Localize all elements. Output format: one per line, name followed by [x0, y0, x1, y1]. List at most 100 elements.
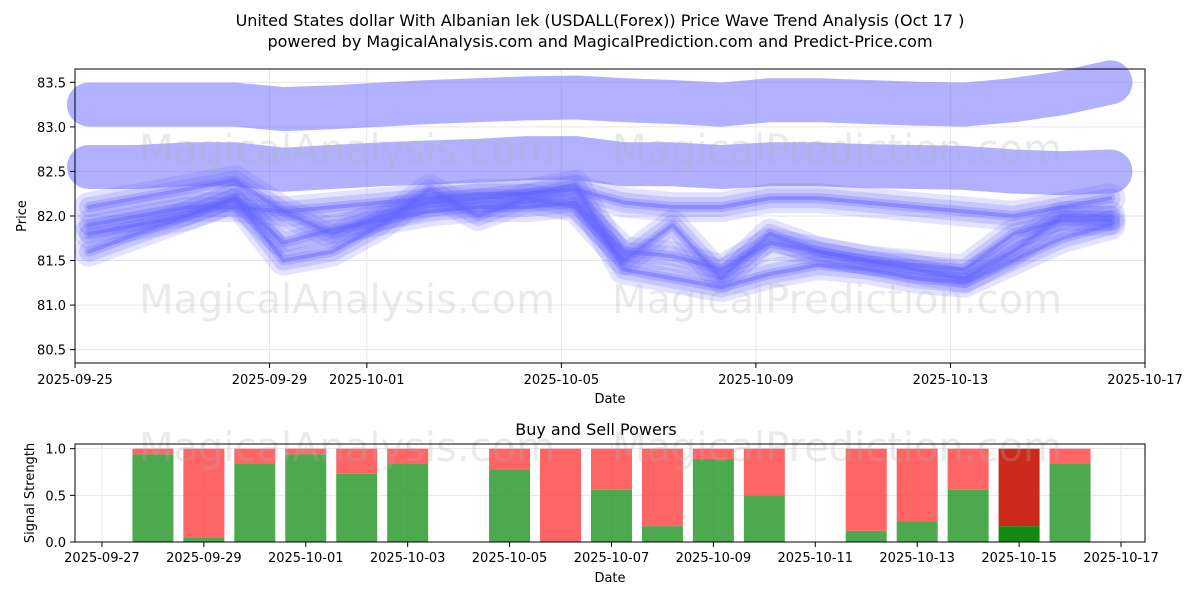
wave-line-4	[79, 188, 1121, 280]
price-y-tick-label: 82.5	[37, 165, 66, 180]
power-y-ticks: 0.0 0.5 1.0	[45, 443, 75, 551]
sell-bar	[234, 448, 276, 464]
power-x-tick-label: 2025-10-09	[676, 551, 752, 566]
wave-line-4	[74, 183, 1126, 285]
sell-bar	[1049, 448, 1091, 464]
buy-bar	[336, 473, 378, 542]
sell-bar	[387, 448, 429, 464]
sell-bar	[336, 448, 378, 474]
price-x-tick-label: 2025-10-09	[718, 373, 794, 388]
wave-line-2	[84, 184, 1116, 284]
price-y-tick-label: 81.5	[37, 255, 66, 270]
price-y-tick-label: 83.0	[37, 121, 66, 136]
power-y-tick-label: 1.0	[45, 443, 66, 458]
power-x-tick-label: 2025-09-29	[166, 551, 242, 566]
power-x-tick-label: 2025-10-13	[879, 551, 955, 566]
price-y-ticks: 80.5 81.0 81.5 82.0 82.5 83.0 83.5	[37, 76, 75, 359]
power-x-tick-label: 2025-10-05	[472, 551, 548, 566]
buy-bar	[1049, 463, 1091, 542]
wave-line-3	[79, 179, 1121, 235]
wave-line-2	[87, 187, 1113, 281]
sell-bar	[540, 448, 582, 542]
price-x-tick-label: 2025-10-17	[1107, 373, 1183, 388]
watermark-6: MagicalPrediction.com	[612, 425, 1062, 471]
buy-bar	[641, 526, 683, 542]
power-x-tick-label: 2025-10-03	[370, 551, 446, 566]
power-chart: Buy and Sell Powers MagicalAnalysis.com …	[23, 420, 1159, 586]
watermark-3: MagicalAnalysis.com	[139, 277, 555, 323]
sell-bar	[489, 448, 531, 470]
power-x-tick-label: 2025-10-15	[981, 551, 1057, 566]
buy-bar	[845, 530, 887, 542]
watermark-4: MagicalPrediction.com	[612, 277, 1062, 323]
wave-line-2	[79, 179, 1121, 289]
buy-bar	[590, 489, 632, 542]
power-x-tick-label: 2025-10-17	[1083, 551, 1159, 566]
wave-line-2	[74, 174, 1126, 294]
wave-line-4	[87, 196, 1113, 272]
wave-line-1	[84, 175, 1116, 293]
price-y-tick-label: 80.5	[37, 344, 66, 359]
price-x-tick-label: 2025-10-05	[524, 373, 600, 388]
watermark-5: MagicalAnalysis.com	[139, 425, 555, 471]
buy-bar	[998, 526, 1040, 542]
power-y-tick-label: 0.5	[45, 489, 66, 504]
sell-bar	[641, 448, 683, 527]
watermark-2: MagicalPrediction.com	[612, 127, 1062, 173]
wave-line-4	[84, 193, 1116, 275]
price-y-tick-label: 82.0	[37, 210, 66, 225]
sell-bar	[947, 448, 989, 490]
power-x-tick-label: 2025-09-27	[64, 551, 140, 566]
power-bars	[132, 448, 1091, 542]
chart-title-line2: powered by MagicalAnalysis.com and Magic…	[267, 32, 932, 51]
price-bands	[67, 60, 1133, 196]
wave-line-1	[79, 170, 1121, 298]
chart-title-line1: United States dollar With Albanian lek (…	[236, 11, 965, 30]
power-x-tick-label: 2025-10-07	[574, 551, 650, 566]
buy-bar	[285, 454, 327, 542]
watermark-1: MagicalAnalysis.com	[139, 127, 555, 173]
price-y-tick-label: 81.0	[37, 299, 66, 314]
wave-line-1	[87, 178, 1113, 290]
buy-bar	[387, 463, 429, 542]
buy-bar	[183, 537, 225, 542]
price-chart: MagicalAnalysis.com MagicalPrediction.co…	[15, 60, 1183, 407]
wave-line-3	[74, 174, 1126, 240]
sell-bar	[845, 448, 887, 531]
sell-bar	[896, 448, 938, 522]
power-x-tick-label: 2025-10-11	[778, 551, 854, 566]
sell-bar	[998, 448, 1040, 527]
sell-bar	[743, 448, 785, 496]
sell-bar	[590, 448, 632, 490]
sell-bar	[692, 448, 734, 459]
power-y-tick-label: 0.0	[45, 536, 66, 551]
buy-bar	[947, 489, 989, 542]
buy-bar	[896, 521, 938, 542]
sell-bar	[285, 448, 327, 455]
power-x-tick-label: 2025-10-01	[268, 551, 344, 566]
buy-bar	[692, 458, 734, 542]
price-waves	[74, 165, 1126, 303]
price-x-tick-label: 2025-10-13	[913, 373, 989, 388]
wave-line-3	[84, 184, 1116, 230]
price-x-tick-label: 2025-09-25	[37, 373, 113, 388]
price-y-tick-label: 83.5	[37, 76, 66, 91]
price-x-ticks: 2025-09-25 2025-09-29 2025-10-01 2025-10-05…	[37, 363, 1183, 388]
sell-bar	[132, 448, 174, 455]
wave-band-2	[67, 136, 1133, 196]
power-y-axis-label: Signal Strength	[23, 443, 38, 543]
buy-bar	[743, 495, 785, 542]
wave-band-1	[67, 60, 1133, 132]
power-x-ticks: 2025-09-27 2025-09-29 2025-10-01 2025-10-03…	[64, 542, 1159, 566]
price-y-axis-label: Price	[15, 200, 30, 232]
buy-bar	[234, 463, 276, 542]
price-x-tick-label: 2025-09-29	[232, 373, 308, 388]
sell-bar	[183, 448, 225, 538]
power-chart-title: Buy and Sell Powers	[515, 420, 677, 439]
buy-bar	[132, 454, 174, 542]
wave-line-3	[87, 187, 1113, 227]
price-x-axis-label: Date	[594, 392, 625, 407]
power-x-axis-label: Date	[594, 571, 625, 586]
price-x-tick-label: 2025-10-01	[329, 373, 405, 388]
